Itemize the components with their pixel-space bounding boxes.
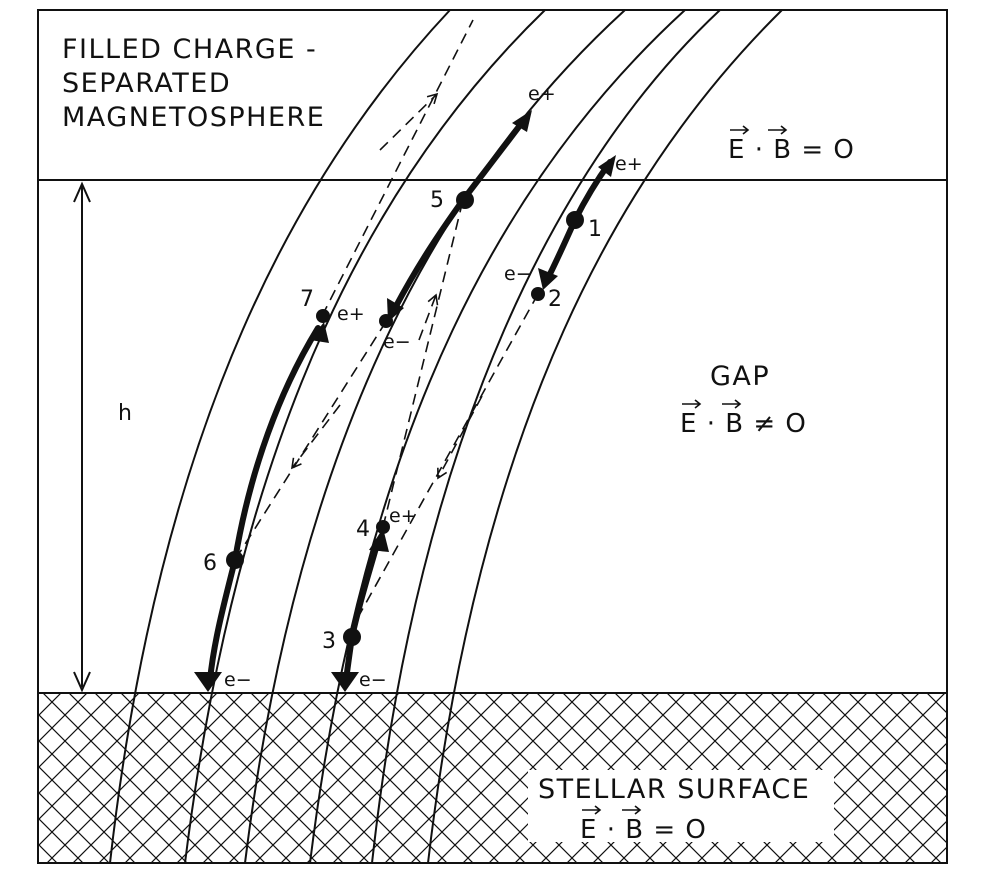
positron-label-1: e+: [615, 153, 643, 175]
photon-arrow-down-2: [291, 404, 341, 470]
arrowhead-electron-5: [387, 298, 404, 322]
track-5-to-electron: [392, 197, 466, 311]
event-6-label: 6: [203, 551, 217, 576]
track-6-to-electron: [207, 557, 238, 683]
magnetosphere-condition: E · B = O: [728, 135, 855, 165]
field-line-5: [371, 9, 721, 864]
arrowhead-electron-2: [538, 268, 558, 290]
magnetic-field-lines: [109, 9, 783, 864]
field-line-3: [244, 9, 626, 864]
electron-label-6: e−: [224, 669, 252, 691]
photon-7-out: [321, 19, 474, 317]
arrowhead-positron-7: [310, 322, 329, 343]
magnetosphere-label-line3: MAGNETOSPHERE: [62, 102, 325, 133]
event-2-label: 2: [548, 287, 562, 312]
event-1-label: 1: [588, 217, 602, 242]
photon-arrow-down-1: [437, 395, 483, 480]
event-5-dot: [456, 191, 474, 209]
gap-condition: E · B ≠ O: [680, 409, 807, 439]
event-3-dot: [343, 628, 361, 646]
event-electron-dot: [379, 314, 393, 328]
arrowhead-positron-5: [512, 110, 532, 132]
event-7-label: 7: [300, 287, 314, 312]
positron-label-top: e+: [528, 83, 556, 105]
track-5-to-positron: [460, 117, 527, 203]
gap-height-indicator: [73, 181, 91, 693]
event-6-dot: [226, 551, 244, 569]
magnetosphere-label-line2: SEPARATED: [62, 68, 231, 99]
particle-tracks: [207, 117, 613, 683]
track-3-to-positron: [349, 538, 381, 640]
photon-paths: [234, 19, 539, 638]
particle-arrowheads: [194, 110, 616, 692]
photon-arrow-up-2: [418, 293, 439, 341]
track-6-to-positron: [232, 325, 321, 563]
vector-arrows: [582, 125, 788, 815]
event-4-label: 4: [356, 517, 370, 542]
electron-label-3: e−: [359, 669, 387, 691]
surface-title: STELLAR SURFACE: [538, 774, 810, 805]
electron-label-2: e−: [504, 263, 532, 285]
track-1-to-electron: [545, 217, 578, 281]
event-points: [226, 191, 584, 646]
arrowhead-electron-6: [194, 672, 222, 692]
surface-condition: E · B = O: [580, 815, 707, 845]
photon-4-to-5: [382, 199, 464, 528]
event-7-dot: [316, 309, 330, 323]
magnetosphere-label-line1: FILLED CHARGE -: [62, 34, 317, 65]
field-line-6: [427, 9, 783, 864]
gap-title: GAP: [710, 361, 770, 392]
event-4-dot: [376, 520, 390, 534]
photon-2-to-3: [346, 293, 539, 638]
arrowhead-positron-1: [598, 155, 616, 177]
photon-arrow-up-1: [379, 92, 439, 151]
field-line-1: [109, 9, 451, 864]
event-3-label: 3: [322, 629, 336, 654]
electron-label-5: e−: [383, 331, 411, 353]
arrowhead-electron-3: [331, 672, 359, 692]
positron-label-7: e+: [337, 303, 365, 325]
event-2-dot: [531, 287, 545, 301]
surface-label-backdrop: [528, 770, 834, 842]
positron-label-4: e+: [389, 505, 417, 527]
event-1-dot: [566, 211, 584, 229]
arrowhead-positron-4: [369, 528, 389, 552]
event-5-label: 5: [430, 188, 444, 213]
gap-height-label: h: [118, 401, 132, 426]
